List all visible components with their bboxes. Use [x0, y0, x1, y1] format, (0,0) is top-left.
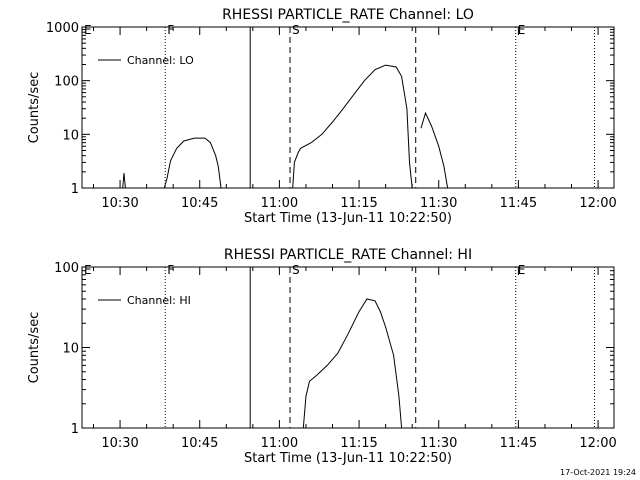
- x-tick-label: 12:00: [579, 436, 616, 451]
- x-tick-label: 11:45: [500, 196, 537, 211]
- y-tick-label: 1000: [46, 21, 79, 36]
- x-tick-label: 11:45: [500, 436, 537, 451]
- x-tick-label: 11:00: [261, 436, 298, 451]
- chart-title: RHESSI PARTICLE_RATE Channel: LO: [222, 7, 474, 23]
- chart-title: RHESSI PARTICLE_RATE Channel: HI: [224, 247, 472, 263]
- x-tick-label: 11:15: [340, 196, 377, 211]
- data-line-1: [292, 64, 413, 189]
- event-marker-label: S: [292, 23, 300, 37]
- event-marker-label: E: [84, 263, 92, 277]
- event-marker-label: E: [518, 23, 526, 37]
- plot-frame: [81, 26, 615, 189]
- x-axis-label: Start Time (13-Jun-11 10:22:50): [244, 451, 452, 466]
- y-tick-label: 10: [62, 128, 79, 143]
- legend-label: Channel: LO: [127, 54, 194, 67]
- x-tick-label: 11:30: [420, 436, 457, 451]
- x-tick-label: 10:30: [101, 196, 138, 211]
- x-tick-label: 10:45: [181, 436, 218, 451]
- event-marker-label: F: [167, 23, 174, 37]
- y-axis-label: Counts/sec: [27, 72, 42, 144]
- x-tick-label: 12:00: [579, 196, 616, 211]
- y-axis-label: Counts/sec: [27, 312, 42, 384]
- y-tick-label: 100: [54, 75, 79, 90]
- event-marker-label: F: [167, 263, 174, 277]
- x-tick-label: 11:15: [340, 436, 377, 451]
- legend-label: Channel: HI: [127, 294, 191, 307]
- x-tick-label: 11:00: [261, 196, 298, 211]
- x-tick-label: 10:45: [181, 196, 218, 211]
- data-line-1: [302, 298, 403, 429]
- data-line-1: [420, 111, 449, 189]
- event-marker-label: E: [84, 23, 92, 37]
- event-marker-label: E: [518, 263, 526, 277]
- event-marker-label: S: [292, 263, 300, 277]
- y-tick-label: 10: [62, 342, 79, 357]
- y-tick-label: 100: [54, 261, 79, 276]
- plot-frame: [81, 266, 615, 429]
- x-tick-label: 10:30: [101, 436, 138, 451]
- x-axis-label: Start Time (13-Jun-11 10:22:50): [244, 211, 452, 226]
- y-tick-label: 1: [71, 422, 79, 437]
- footer-timestamp: 17-Oct-2021 19:24: [560, 468, 636, 477]
- data-line-1: [122, 172, 126, 189]
- data-line-1: [163, 137, 222, 189]
- y-tick-label: 1: [71, 182, 79, 197]
- x-tick-label: 11:30: [420, 196, 457, 211]
